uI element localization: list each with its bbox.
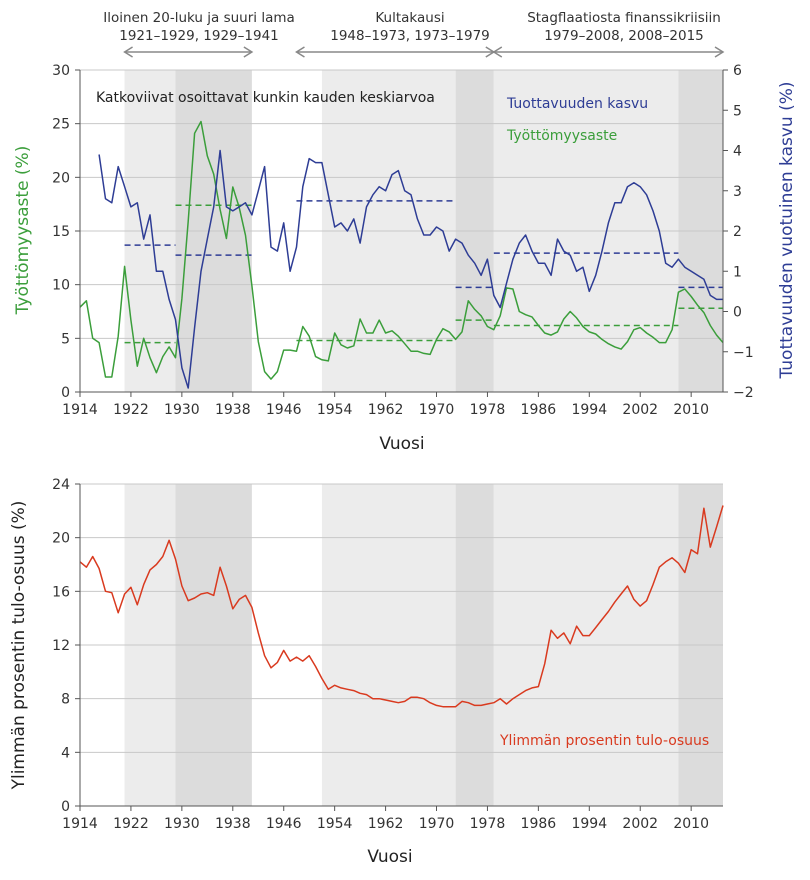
x-tick-label: 1914 xyxy=(62,402,98,418)
chart-note: Katkoviivat osoittavat kunkin kauden kes… xyxy=(96,90,435,106)
right-y-tick-label: 5 xyxy=(733,103,742,119)
series-line-unemployment xyxy=(79,120,724,380)
period-arrows xyxy=(123,46,725,58)
x-tick-label: 1986 xyxy=(521,402,557,418)
left-y-tick-label: 16 xyxy=(52,584,70,600)
left-y-tick-label: 0 xyxy=(61,385,70,401)
top-chart: 1914 1922 1930 1938 1946 1954 1962 1970 1978 1986… xyxy=(13,63,797,454)
x-tick-label: 2010 xyxy=(673,816,709,832)
period-headers: Iloinen 20-luku ja suuri lama 1921–1929,… xyxy=(103,10,721,44)
left-y-tick-label: 10 xyxy=(52,278,70,294)
bottom-x-axis-title: Vuosi xyxy=(367,847,412,867)
x-tick-label: 1946 xyxy=(266,402,302,418)
top-series xyxy=(79,120,724,389)
bottom-series xyxy=(79,505,724,708)
x-tick-label: 1954 xyxy=(317,816,353,832)
x-tick-label: 1970 xyxy=(419,402,455,418)
left-y-tick-label: 5 xyxy=(61,331,70,347)
legend-productivity: Tuottavuuden kasvu xyxy=(506,96,648,112)
left-y-tick-label: 30 xyxy=(52,63,70,79)
x-tick-label: 1962 xyxy=(368,816,404,832)
left-y-tick-label: 25 xyxy=(52,117,70,133)
series-line-top_income xyxy=(79,505,724,708)
right-y-tick-label: −2 xyxy=(733,385,754,401)
x-tick-label: 1922 xyxy=(113,402,149,418)
left-y-tick-label: 24 xyxy=(52,477,70,493)
right-y-tick-label: 2 xyxy=(733,224,742,240)
bottom-gridlines xyxy=(80,483,723,753)
period-1-title: Iloinen 20-luku ja suuri lama xyxy=(103,10,295,26)
left-y-tick-label: 8 xyxy=(61,692,70,708)
period-arrowhead-left-1 xyxy=(123,46,133,58)
series-line-productivity xyxy=(98,149,723,389)
top-axes: 1914 1922 1930 1938 1946 1954 1962 1970 1978 1986… xyxy=(52,63,753,418)
x-tick-label: 1994 xyxy=(571,402,607,418)
right-y-axis-title: Tuottavuuden vuotuinen kasvu (%) xyxy=(777,81,797,379)
period-3-title: Stagflaatiosta finanssikriisiin xyxy=(527,10,721,26)
period-1-years: 1921–1929, 1929–1941 xyxy=(119,28,279,44)
x-tick-label: 1970 xyxy=(419,816,455,832)
left-y-tick-label: 15 xyxy=(52,224,70,240)
x-tick-label: 1922 xyxy=(113,816,149,832)
right-y-tick-label: 0 xyxy=(733,305,742,321)
x-tick-label: 2002 xyxy=(622,816,658,832)
x-tick-label: 1978 xyxy=(470,402,506,418)
x-tick-label: 1946 xyxy=(266,816,302,832)
x-tick-label: 1938 xyxy=(215,816,251,832)
bottom-chart: 1914 1922 1930 1938 1946 1954 1962 1970 1978 1986… xyxy=(9,477,724,867)
period-arrowhead-left-3 xyxy=(492,46,503,58)
right-y-tick-label: 1 xyxy=(733,264,742,280)
period-3-years: 1979–2008, 2008–2015 xyxy=(544,28,704,44)
right-y-tick-label: 4 xyxy=(733,144,742,160)
x-tick-label: 1994 xyxy=(571,816,607,832)
right-y-tick-label: 6 xyxy=(733,63,742,79)
x-tick-label: 1938 xyxy=(215,402,251,418)
period-arrowhead-right-1 xyxy=(243,46,254,58)
x-tick-label: 1914 xyxy=(62,816,98,832)
left-y-tick-label: 0 xyxy=(61,799,70,815)
x-tick-label: 1930 xyxy=(164,402,200,418)
legend-unemployment: Työttömyysaste xyxy=(506,128,617,144)
x-tick-label: 2002 xyxy=(622,402,658,418)
top-x-axis-title: Vuosi xyxy=(379,434,424,454)
bottom-axes: 1914 1922 1930 1938 1946 1954 1962 1970 1978 1986… xyxy=(52,477,723,832)
left-y-tick-label: 20 xyxy=(52,531,70,547)
x-tick-label: 1978 xyxy=(470,816,506,832)
x-tick-label: 2010 xyxy=(673,402,709,418)
bottom-y-axis-title: Ylimmän prosentin tulo-osuus (%) xyxy=(9,501,29,791)
legend-top-income: Ylimmän prosentin tulo-osuus xyxy=(499,733,709,749)
right-y-tick-label: −1 xyxy=(733,345,754,361)
x-tick-label: 1954 xyxy=(317,402,353,418)
x-tick-label: 1986 xyxy=(521,816,557,832)
period-2-title: Kultakausi xyxy=(375,10,444,26)
period-arrowhead-left-2 xyxy=(295,46,305,58)
period-arrowhead-right-3 xyxy=(714,46,725,58)
period-2-years: 1948–1973, 1973–1979 xyxy=(330,28,490,44)
x-tick-label: 1962 xyxy=(368,402,404,418)
right-y-tick-label: 3 xyxy=(733,184,742,200)
x-tick-label: 1930 xyxy=(164,816,200,832)
left-y-axis-title: Työttömyysaste (%) xyxy=(13,146,33,316)
left-y-tick-label: 4 xyxy=(61,745,70,761)
top-gridlines xyxy=(80,69,723,339)
left-y-tick-label: 12 xyxy=(52,638,70,654)
left-y-tick-label: 20 xyxy=(52,170,70,186)
